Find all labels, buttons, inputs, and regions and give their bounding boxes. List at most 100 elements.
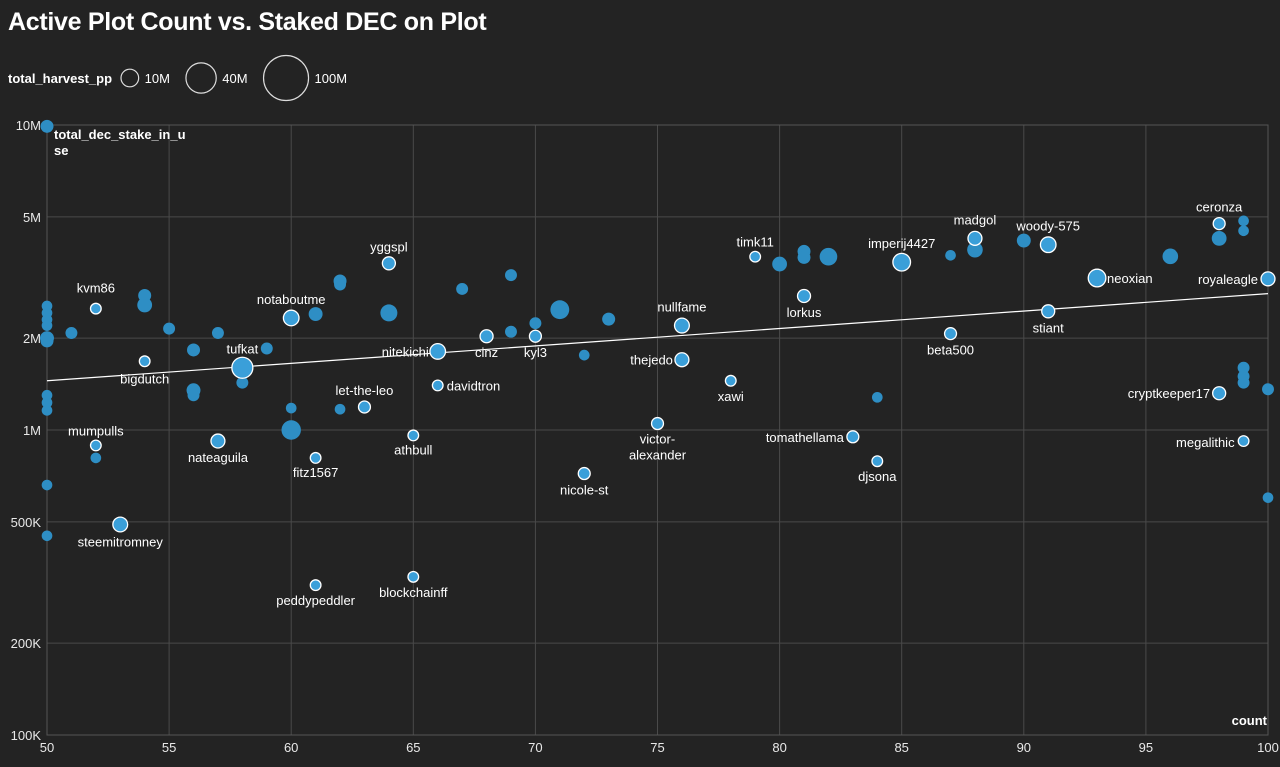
data-point-yggspl[interactable] [381,256,397,271]
data-point-lorkus[interactable] [796,288,812,304]
data-point[interactable] [40,334,54,348]
point-label-megalithic: megalithic [1176,435,1235,450]
data-point[interactable] [90,452,102,464]
x-tick-label: 80 [772,740,786,755]
data-point[interactable] [41,530,53,542]
data-point[interactable] [1162,248,1179,265]
data-point[interactable] [1016,233,1031,248]
data-point-royaleagle[interactable] [1260,271,1276,287]
size-legend-circle [120,68,140,88]
data-point-davidtron[interactable] [431,379,444,392]
data-point[interactable] [772,256,787,272]
data-point[interactable] [1238,215,1249,227]
data-point[interactable] [1237,361,1250,374]
data-point-victor-alexander[interactable] [650,416,665,431]
x-axis-title: count [1232,713,1268,728]
data-point[interactable] [967,241,983,258]
data-point[interactable] [1262,492,1274,503]
data-point-kvm86[interactable] [89,302,102,315]
data-point-xawi[interactable] [724,374,737,387]
data-point-tufkat[interactable] [231,356,254,379]
data-point[interactable] [260,342,273,355]
data-point-nicole-st[interactable] [577,466,591,481]
data-point[interactable] [550,300,570,320]
point-label-athbull: athbull [394,442,432,457]
data-point[interactable] [41,397,53,408]
x-tick-label: 60 [284,740,298,755]
data-point-cryptkeeper17[interactable] [1212,386,1227,401]
point-label-yggspl: yggspl [370,239,408,254]
data-point[interactable] [945,249,956,261]
data-point-kyl3[interactable] [528,329,543,343]
data-point[interactable] [40,119,54,133]
data-point-athbull[interactable] [407,429,420,442]
data-point[interactable] [602,312,616,326]
data-point[interactable] [41,479,53,491]
data-point[interactable] [871,391,883,403]
data-point[interactable] [308,307,323,322]
data-point[interactable] [456,283,469,295]
data-point-beta500[interactable] [943,327,958,341]
data-point[interactable] [334,278,347,291]
data-point-timk11[interactable] [749,250,762,263]
point-label-woody-575: woody-575 [1015,219,1080,234]
data-point[interactable] [1237,376,1250,389]
data-point[interactable] [1262,383,1274,396]
data-point-cinz[interactable] [479,329,494,344]
data-point-tomathellama[interactable] [846,430,860,444]
point-label-nitekichi: nitekichi [382,344,429,359]
data-point[interactable] [41,389,53,401]
y-tick-label: 100K [11,728,42,743]
x-tick-label: 50 [40,740,54,755]
data-point[interactable] [187,343,201,357]
y-tick-label: 500K [11,515,42,530]
data-point[interactable] [1211,230,1227,246]
data-point-nateaguila[interactable] [210,433,226,449]
y-tick-label: 2M [23,331,41,346]
data-point-steemitromney[interactable] [112,516,129,533]
data-point[interactable] [819,247,838,266]
point-label-ceronza: ceronza [1196,200,1243,215]
data-point-neoxian[interactable] [1087,268,1107,288]
data-point[interactable] [281,420,301,440]
x-tick-label: 85 [894,740,908,755]
x-tick-label: 100 [1257,740,1279,755]
point-label-fitz1567: fitz1567 [293,465,339,480]
data-point[interactable] [1238,225,1249,237]
data-point[interactable] [334,403,346,415]
data-point-madgol[interactable] [967,230,983,246]
data-point-stiant[interactable] [1041,304,1056,319]
data-point[interactable] [578,349,590,361]
data-point-bigdutch[interactable] [138,355,151,368]
data-point-notaboutme[interactable] [282,309,300,327]
data-point-woody-575[interactable] [1039,236,1057,254]
data-point[interactable] [285,402,297,414]
data-point-djsona[interactable] [871,455,884,468]
data-point[interactable] [163,322,176,335]
data-point[interactable] [529,317,542,330]
data-point[interactable] [380,304,398,322]
data-point-mumpulls[interactable] [89,439,102,452]
data-point-imperij4427[interactable] [892,252,912,272]
data-point[interactable] [41,320,53,331]
size-legend-label: 10M [145,71,170,86]
data-point[interactable] [505,269,517,282]
data-point-ceronza[interactable] [1212,216,1226,231]
data-point-peddypeddler[interactable] [309,579,322,592]
data-point-thejedo[interactable] [674,352,690,368]
data-point[interactable] [505,325,517,338]
data-point-nullfame[interactable] [673,317,690,334]
data-point[interactable] [236,376,249,389]
x-tick-label: 70 [528,740,542,755]
data-point[interactable] [797,250,811,264]
data-point[interactable] [187,389,200,402]
data-point-fitz1567[interactable] [309,451,322,464]
data-point-megalithic[interactable] [1237,435,1250,448]
data-point[interactable] [137,297,153,313]
data-point[interactable] [65,327,78,339]
data-point-let-the-leo[interactable] [357,400,372,414]
data-point-nitekichi[interactable] [429,342,447,360]
data-point[interactable] [211,327,224,339]
data-point-blockchainff[interactable] [407,570,420,583]
data-point[interactable] [41,405,53,416]
